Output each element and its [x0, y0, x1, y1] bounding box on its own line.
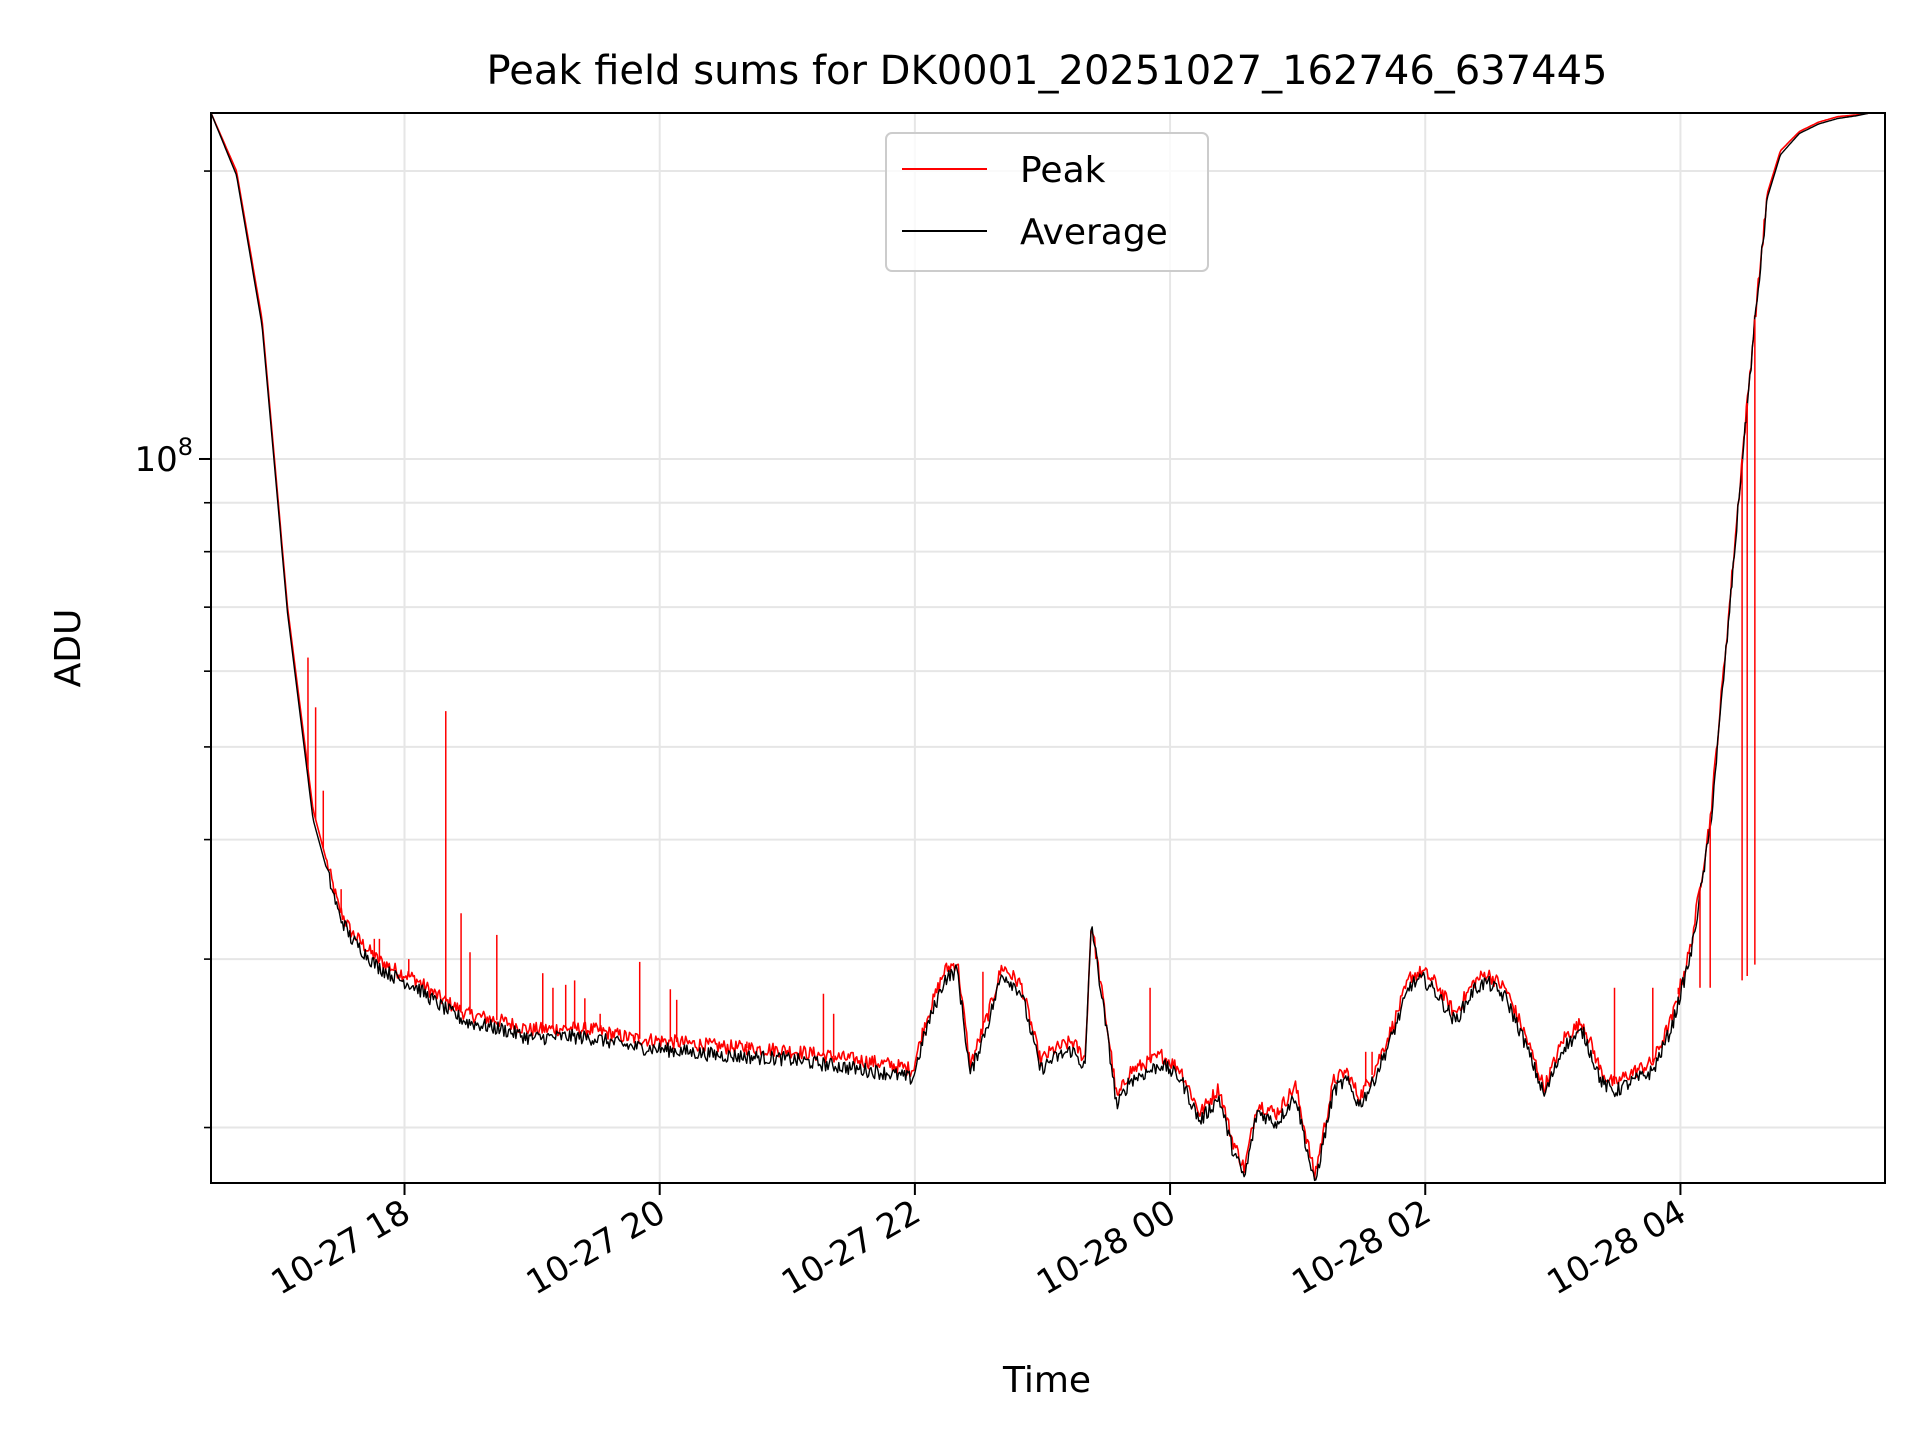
grid-layer	[211, 113, 1885, 1183]
y-tick-label-base: 10	[134, 440, 177, 480]
x-axis-label: Time	[1002, 1360, 1091, 1401]
plot-frame	[210, 112, 1886, 1184]
series-line-peak	[211, 113, 1885, 1180]
legend-peak-label: Peak	[1020, 150, 1106, 191]
legend: Peak Average	[885, 132, 1209, 272]
legend-box	[885, 132, 1209, 272]
series-line-average	[211, 113, 1885, 1182]
y-axis-label: ADU	[48, 609, 89, 688]
y-tick-label-exponent: 8	[178, 433, 193, 461]
chart-title: Peak field sums for DK0001_20251027_1627…	[487, 48, 1608, 94]
series-layer	[211, 113, 1885, 1182]
plot-area	[211, 113, 1885, 1183]
legend-average-label: Average	[1020, 212, 1168, 253]
y-tick-label: 108	[134, 433, 193, 480]
